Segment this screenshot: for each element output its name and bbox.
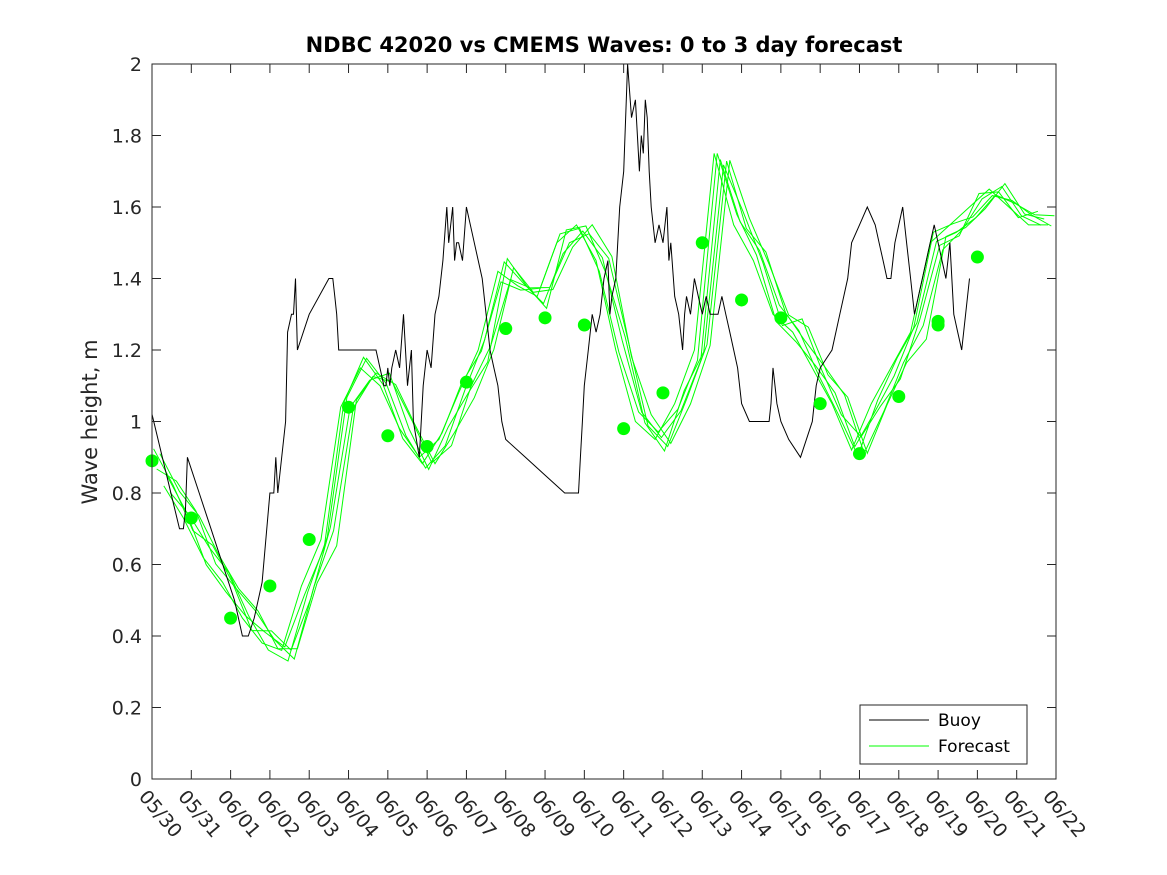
y-tick-label: 0.4 [112, 626, 142, 648]
y-axis-label: Wave height, m [78, 339, 102, 504]
chart-title: NDBC 42020 vs CMEMS Waves: 0 to 3 day fo… [306, 33, 903, 57]
y-tick-label: 2 [130, 54, 142, 76]
plot-markers [145, 236, 984, 625]
forecast-marker [695, 236, 709, 250]
legend-box [859, 704, 1028, 765]
forecast-line [163, 153, 1049, 651]
forecast-marker [459, 375, 473, 389]
forecast-marker [381, 429, 395, 443]
forecast-marker [656, 386, 670, 400]
forecast-marker [420, 440, 434, 454]
forecast-marker [931, 314, 945, 328]
forecast-marker [302, 532, 316, 546]
forecast-marker [813, 397, 827, 411]
forecast-marker [538, 311, 552, 325]
forecast-marker [577, 318, 591, 332]
y-tick-label: 0.2 [112, 698, 142, 720]
buoy-line [151, 63, 970, 637]
forecast-marker [774, 311, 788, 325]
y-tick-label: 0.8 [112, 483, 142, 505]
y-tick-label: 0 [130, 769, 142, 791]
forecast-marker [617, 422, 631, 436]
y-tick-label: 1.2 [112, 340, 142, 362]
forecast-marker [852, 447, 866, 461]
forecast-marker [263, 579, 277, 593]
forecast-marker [892, 389, 906, 403]
y-tick-label: 1.4 [112, 269, 142, 291]
forecast-marker [499, 322, 513, 336]
forecast-marker [184, 511, 198, 525]
y-axis: 0 0.2 0.4 0.6 0.8 1 1.2 1.4 1.6 1.8 2 [112, 54, 1056, 791]
forecast-marker [970, 250, 984, 264]
legend-buoy-label: Buoy [938, 711, 981, 731]
forecast-line [156, 160, 1042, 660]
legend: Buoy Forecast [859, 704, 1028, 765]
forecast-marker [735, 293, 749, 307]
forecast-line [166, 153, 1052, 648]
y-tick-label: 1 [130, 412, 142, 434]
forecast-line [169, 159, 1055, 662]
y-tick-label: 0.6 [112, 555, 142, 577]
legend-forecast-label: Forecast [938, 737, 1010, 757]
forecast-marker [224, 611, 238, 625]
forecast-marker [342, 400, 356, 414]
y-tick-label: 1.6 [112, 197, 142, 219]
y-tick-label: 1.8 [112, 126, 142, 148]
forecast-line [153, 164, 1039, 652]
forecast-line [159, 160, 1045, 650]
plot-lines [151, 63, 1055, 662]
